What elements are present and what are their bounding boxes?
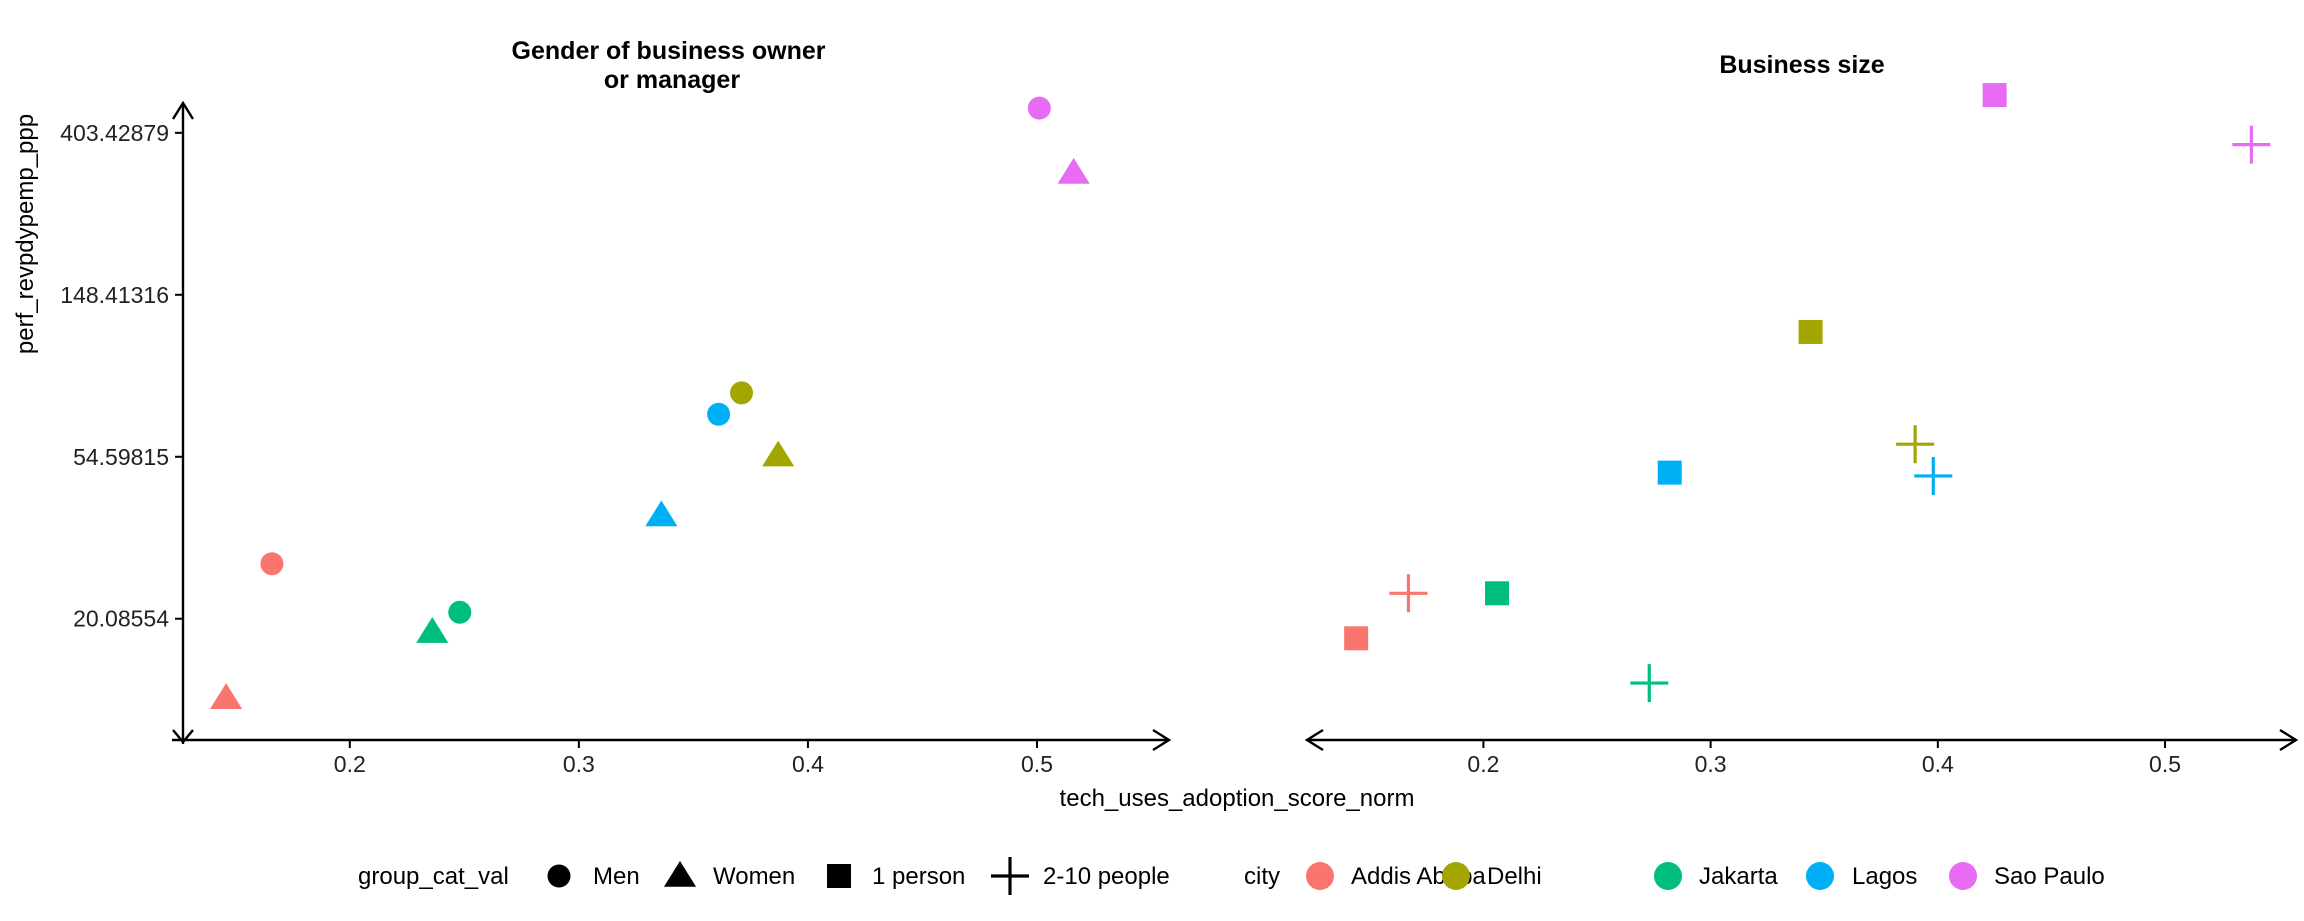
legend-key-delhi [1442,862,1470,890]
point-sao-paulo-2-10-people [2232,125,2271,164]
legend-key-men [547,864,571,888]
x-tick-label-business-size: 0.3 [1695,751,1727,777]
legend-label-delhi: Delhi [1487,863,1542,890]
y-tick-label: 54.59815 [73,444,169,470]
point-sao-paulo-men [1027,96,1051,120]
x-tick-label-gender: 0.4 [792,751,824,777]
points-layer [210,83,2271,709]
point-jakarta-1-person [1485,581,1510,606]
y-axis-arrow-top [171,100,195,120]
y-axis-arrow-bottom [172,729,194,744]
legend-label-sao-paulo: Sao Paulo [1994,863,2105,890]
legend-label-lagos: Lagos [1852,863,1917,890]
legend-label-1-person: 1 person [872,863,965,890]
point-lagos-women [645,500,678,527]
point-sao-paulo-1-person [1982,83,2007,108]
y-tick-label: 148.41316 [60,282,169,308]
x-tick-label-gender: 0.5 [1021,751,1053,777]
legend-key-2-10-people [991,857,1029,895]
point-addis-ababa-women [210,683,243,709]
panel-title-gender-line2: or manager [604,66,740,94]
point-jakarta-women [416,617,449,643]
y-tick-label: 20.08554 [73,606,169,632]
legend-color-title: city [1244,863,1280,890]
legend-key-jakarta [1654,862,1682,890]
point-lagos-1-person [1657,460,1682,485]
point-delhi-women [762,440,795,467]
legend-key-1-person [827,864,851,888]
legend-label-men: Men [593,863,640,890]
x-tick-label-gender: 0.2 [334,751,366,777]
x-tick-label-business-size: 0.2 [1467,751,1499,777]
legend-key-sao-paulo [1949,862,1977,890]
point-delhi-2-10-people [1896,425,1935,464]
point-lagos-men [707,402,731,426]
point-lagos-2-10-people [1914,456,1953,495]
legend-key-women [663,861,697,887]
legend-label-women: Women [713,863,795,890]
panel-title-gender-line1: Gender of business owner [512,37,826,65]
panel-title-gender: Gender of business owner or manager [512,37,833,94]
point-addis-ababa-1-person [1344,626,1369,651]
y-tick-label: 403.42879 [60,120,169,146]
y-axis-title: perf_revpdypemp_ppp [12,114,39,354]
legend-label-2-10-people: 2-10 people [1043,863,1170,890]
point-sao-paulo-women [1057,157,1090,184]
legend: group_cat_val Men Women 1 person 2-10 people… [358,857,2105,895]
point-delhi-1-person [1798,319,1823,344]
point-jakarta-men [448,600,472,624]
x-axis-title: tech_uses_adoption_score_norm [1060,785,1415,812]
legend-shape-title: group_cat_val [358,863,509,890]
point-addis-ababa-men [260,552,284,576]
legend-label-jakarta: Jakarta [1699,863,1778,890]
x-axis-arrow-left-business-size [1304,728,1324,752]
x-axis-arrow-right-business-size [2279,728,2299,752]
axes-layer: 0.2 0.3 0.4 0.5 20.08554 54.59815 148.41316 403… [60,100,2299,777]
point-jakarta-2-10-people [1630,664,1669,703]
legend-key-lagos [1806,862,1834,890]
x-tick-label-business-size: 0.4 [1922,751,1954,777]
x-tick-label-business-size: 0.5 [2149,751,2181,777]
legend-key-addis-ababa [1306,862,1334,890]
point-addis-ababa-2-10-people [1389,574,1428,613]
panel-title-business-size: Business size [1719,51,1884,79]
x-axis-arrow-right-gender [1152,728,1172,752]
x-tick-label-gender: 0.3 [563,751,595,777]
point-delhi-men [730,381,754,405]
